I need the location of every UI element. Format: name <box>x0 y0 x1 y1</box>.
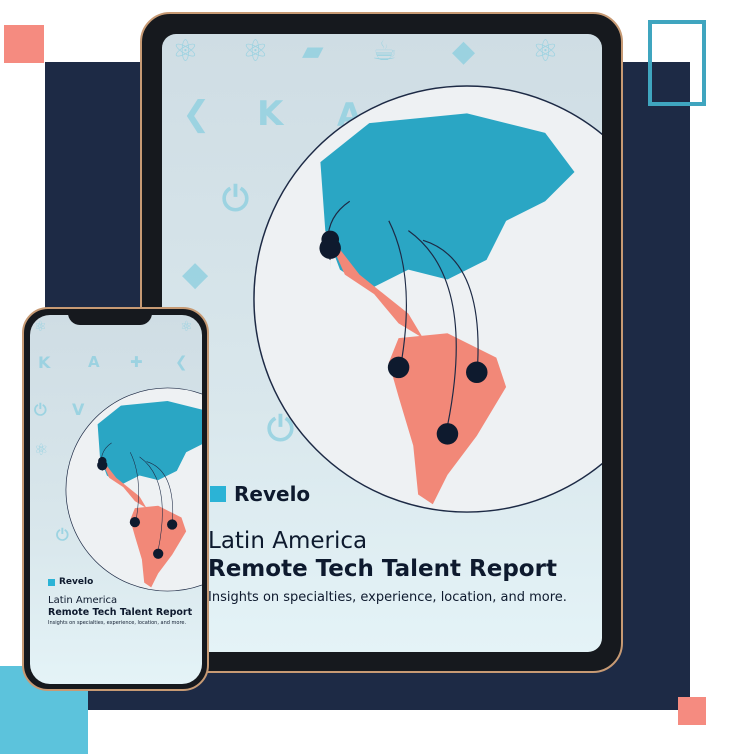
cover-subtitle: Insights on specialties, experience, loc… <box>48 620 187 626</box>
tablet-mockup: ⚛ ⚛ ▰ ☕ ◆ ⚛ ❮ K A ⏻ V ◆ ⚛ ⏻ Revelo Latin… <box>140 12 623 673</box>
americas-globe-map <box>65 387 202 592</box>
phone-mockup: ⚛ ⚛ K A ✚ ❮ ⏻ V ⚛ ⏻ Revelo Latin America… <box>22 307 209 691</box>
revelo-logo: Revelo <box>48 577 93 587</box>
flutter-icon: ❮ <box>182 94 211 134</box>
brand-name: Revelo <box>234 482 311 506</box>
decorative-square <box>4 25 44 63</box>
spring-icon: ⏻ <box>222 179 249 219</box>
ruby-icon: ◆ <box>182 254 209 294</box>
phone-notch <box>68 309 152 325</box>
report-cover-phone: ⚛ ⚛ K A ✚ ❮ ⏻ V ⚛ ⏻ Revelo Latin America… <box>30 315 202 684</box>
decorative-square <box>678 697 706 725</box>
cover-title-line2: Remote Tech Talent Report <box>48 607 193 618</box>
americas-globe-map <box>252 84 602 514</box>
report-cover-tablet: ⚛ ⚛ ▰ ☕ ◆ ⚛ ❮ K A ⏻ V ◆ ⚛ ⏻ Revelo Latin… <box>162 34 602 652</box>
kotlin-icon: K <box>257 94 284 134</box>
decorative-outline-square <box>648 20 706 106</box>
cover-subtitle: Insights on specialties, experience, loc… <box>208 590 567 605</box>
java-icon: ☕ <box>372 34 398 67</box>
ruby-icon: ◆ <box>452 34 476 69</box>
flutter-icon: ❮ <box>175 353 188 371</box>
angular-icon: A <box>88 353 100 371</box>
react-icon: ⚛ <box>242 34 269 69</box>
cover-title-line1: Latin America <box>48 595 118 606</box>
cover-title-line1: Latin America <box>208 528 368 554</box>
vue-icon: V <box>72 400 85 419</box>
react-icon: ⚛ <box>34 319 47 335</box>
revelo-logo: Revelo <box>210 482 310 506</box>
react-icon: ⚛ <box>172 34 199 69</box>
cover-title-line2: Remote Tech Talent Report <box>208 556 557 582</box>
kotlin-icon: K <box>38 353 51 372</box>
brand-name: Revelo <box>59 577 94 587</box>
spring-icon: ⏻ <box>56 525 69 544</box>
revelo-logo-mark <box>210 486 226 502</box>
spring-icon: ⏻ <box>34 400 47 419</box>
react-icon: ⚛ <box>180 319 193 335</box>
react-icon: ⚛ <box>532 34 559 69</box>
react-icon: ⚛ <box>34 440 49 459</box>
flutter-icon: ▰ <box>302 34 324 67</box>
revelo-logo-mark <box>48 578 55 586</box>
python-icon: ✚ <box>130 353 143 371</box>
